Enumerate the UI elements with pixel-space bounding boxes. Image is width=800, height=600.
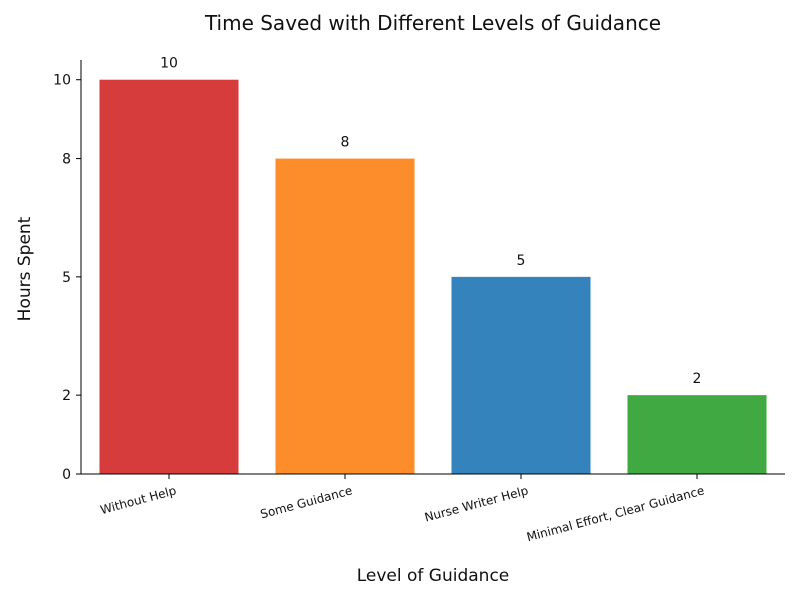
bar (451, 276, 591, 474)
y-axis-label: Hours Spent (15, 216, 35, 321)
y-tick-label: 8 (62, 152, 71, 168)
x-tick-label: Some Guidance (259, 483, 354, 521)
y-axis-ticks: 0 2 5 8 10 (53, 73, 81, 483)
data-labels-group: 10 8 5 2 (160, 56, 701, 387)
y-tick-label: 2 (62, 388, 71, 404)
bar-value-label: 10 (160, 56, 178, 72)
y-tick-label: 0 (62, 467, 71, 483)
x-tick-label: Nurse Writer Help (423, 483, 530, 524)
x-tick-label: Without Help (99, 483, 178, 517)
bar (99, 79, 239, 474)
x-axis-ticks: Without Help Some Guidance Nurse Writer He… (99, 474, 706, 544)
bar-value-label: 2 (693, 371, 702, 387)
y-tick-label: 10 (53, 73, 71, 89)
bar-value-label: 8 (341, 135, 350, 151)
x-tick-label: Minimal Effort, Clear Guidance (525, 483, 706, 544)
bar (275, 158, 415, 475)
chart-title: Time Saved with Different Levels of Guid… (204, 11, 661, 35)
bar (627, 395, 767, 474)
bar-value-label: 5 (517, 253, 526, 269)
y-tick-label: 5 (62, 270, 71, 286)
bars-group (99, 79, 767, 475)
x-axis-label: Level of Guidance (357, 566, 510, 586)
